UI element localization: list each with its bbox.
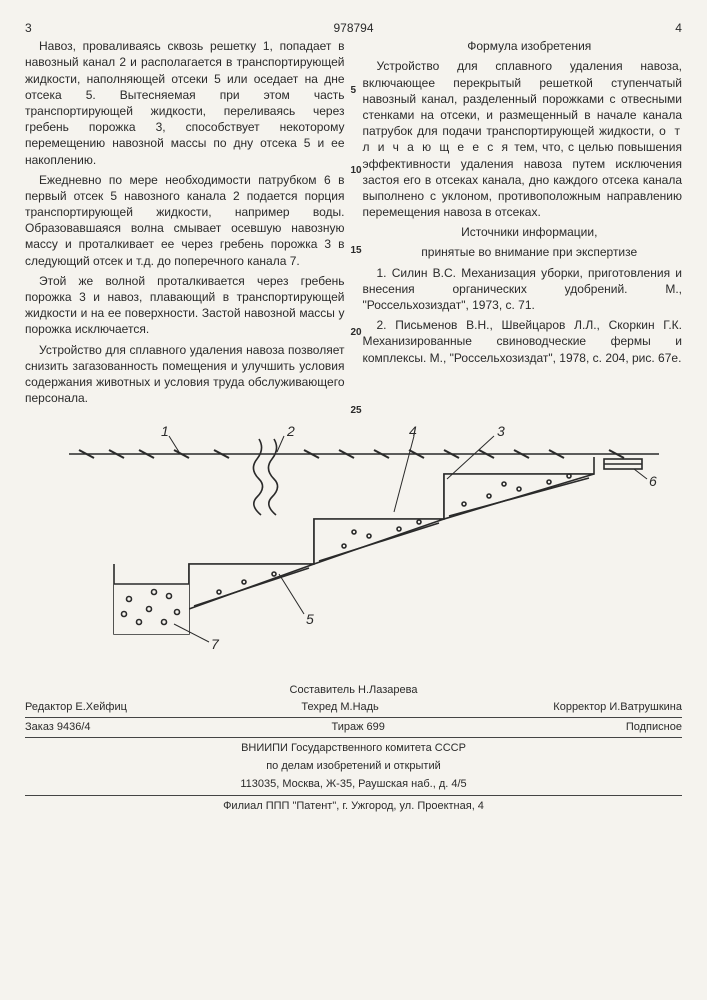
claim-text: Устройство для сплавного удаления навоза… bbox=[363, 58, 683, 220]
divider bbox=[25, 717, 682, 718]
sources-title-2: принятые во внимание при экспертизе bbox=[363, 244, 683, 260]
techred: Техред М.Надь bbox=[301, 700, 378, 715]
address: 113035, Москва, Ж-35, Раушская наб., д. … bbox=[25, 777, 682, 792]
compartment-1 bbox=[189, 564, 314, 609]
patent-number: 978794 bbox=[333, 20, 373, 36]
line-15: 15 bbox=[351, 244, 362, 258]
filial: Филиал ППП "Патент", г. Ужгород, ул. Про… bbox=[25, 799, 682, 814]
text-columns: Навоз, проваливаясь сквозь решетку 1, по… bbox=[25, 38, 682, 410]
left-para-4: Устройство для сплавного удаления навоза… bbox=[25, 342, 345, 407]
corrector: Корректор И.Ватрушкина bbox=[553, 700, 682, 715]
podpisnoe: Подписное bbox=[626, 720, 682, 735]
nozzle-icon bbox=[604, 459, 642, 469]
footer: Составитель Н.Лазарева Редактор Е.Хейфиц… bbox=[25, 683, 682, 814]
channel-diagram-svg: 1 2 3 4 5 6 7 bbox=[49, 424, 659, 654]
line-20: 20 bbox=[351, 326, 362, 340]
line-10: 10 bbox=[351, 164, 362, 178]
left-para-2: Ежедневно по мере необходимости патрубко… bbox=[25, 172, 345, 269]
formula-title: Формула изобретения bbox=[363, 38, 683, 54]
label-4: 4 bbox=[409, 424, 417, 439]
left-para-3: Этой же волной проталкивается через греб… bbox=[25, 273, 345, 338]
page-number-row: 3 978794 4 bbox=[25, 20, 682, 36]
source-1: 1. Силин В.С. Механизация уборки, пригот… bbox=[363, 265, 683, 314]
compiler: Составитель Н.Лазарева bbox=[25, 683, 682, 698]
page-right: 4 bbox=[675, 20, 682, 36]
diagram: 1 2 3 4 5 6 7 bbox=[25, 424, 682, 658]
transverse-channel bbox=[114, 584, 189, 634]
left-column: Навоз, проваливаясь сквозь решетку 1, по… bbox=[25, 38, 345, 410]
break-mark-icon bbox=[253, 439, 262, 515]
label-3: 3 bbox=[497, 424, 505, 439]
editor: Редактор Е.Хейфиц bbox=[25, 700, 127, 715]
left-para-1: Навоз, проваливаясь сквозь решетку 1, по… bbox=[25, 38, 345, 168]
label-1: 1 bbox=[161, 424, 169, 439]
vniipi-1: ВНИИПИ Государственного комитета СССР bbox=[25, 741, 682, 756]
grate-icon bbox=[69, 450, 659, 458]
page-left: 3 bbox=[25, 20, 32, 36]
source-2: 2. Письменов В.Н., Швейцаров Л.Л., Скорк… bbox=[363, 317, 683, 366]
line-5: 5 bbox=[351, 84, 357, 98]
divider bbox=[25, 737, 682, 738]
order: Заказ 9436/4 bbox=[25, 720, 91, 735]
compartment-2 bbox=[314, 519, 444, 564]
label-2: 2 bbox=[286, 424, 295, 439]
divider bbox=[25, 795, 682, 796]
right-column: 5 10 15 20 25 Формула изобретения Устрой… bbox=[363, 38, 683, 410]
label-7: 7 bbox=[211, 636, 220, 652]
vniipi-2: по делам изобретений и открытий bbox=[25, 759, 682, 774]
tirazh: Тираж 699 bbox=[332, 720, 385, 735]
compartment-3 bbox=[444, 474, 594, 519]
break-mark-icon bbox=[268, 439, 277, 515]
sources-title-1: Источники информации, bbox=[363, 224, 683, 240]
claim-a: Устройство для сплавного удаления навоза… bbox=[363, 59, 683, 138]
label-6: 6 bbox=[649, 473, 657, 489]
line-25: 25 bbox=[351, 404, 362, 418]
label-5: 5 bbox=[306, 611, 314, 627]
